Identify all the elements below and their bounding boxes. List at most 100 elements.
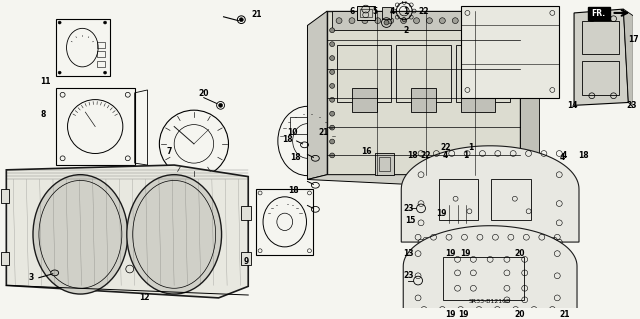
Bar bbox=[381, 7, 392, 19]
Ellipse shape bbox=[330, 56, 335, 61]
Text: 22: 22 bbox=[440, 143, 451, 152]
Ellipse shape bbox=[426, 18, 433, 24]
Text: 11: 11 bbox=[40, 77, 51, 86]
Text: 18: 18 bbox=[282, 135, 293, 144]
Text: 9: 9 bbox=[244, 257, 249, 266]
Text: 18: 18 bbox=[289, 186, 299, 195]
Bar bbox=[357, 6, 374, 20]
Ellipse shape bbox=[440, 18, 445, 24]
Text: 20: 20 bbox=[515, 249, 525, 258]
Bar bbox=[379, 157, 390, 171]
Text: 21: 21 bbox=[559, 310, 570, 319]
Ellipse shape bbox=[219, 103, 223, 107]
Text: 5: 5 bbox=[372, 6, 377, 16]
Text: 4: 4 bbox=[390, 6, 395, 16]
Text: FR.: FR. bbox=[591, 9, 606, 19]
Ellipse shape bbox=[349, 18, 355, 24]
Bar bbox=[97, 51, 105, 57]
Text: 22: 22 bbox=[419, 6, 429, 16]
Bar bbox=[445, 205, 474, 223]
Bar bbox=[327, 11, 520, 175]
Polygon shape bbox=[520, 11, 540, 175]
Ellipse shape bbox=[336, 18, 342, 24]
Ellipse shape bbox=[33, 175, 128, 294]
Bar bbox=[97, 42, 105, 48]
Ellipse shape bbox=[330, 111, 335, 116]
Text: 23: 23 bbox=[403, 271, 413, 280]
Text: 12: 12 bbox=[140, 293, 150, 302]
Text: 4: 4 bbox=[443, 151, 449, 160]
Text: 20: 20 bbox=[515, 310, 525, 319]
Ellipse shape bbox=[478, 18, 484, 24]
Bar bbox=[412, 208, 434, 226]
Text: 14: 14 bbox=[567, 101, 577, 110]
Text: 4: 4 bbox=[561, 151, 567, 160]
Ellipse shape bbox=[413, 18, 419, 24]
Text: 15: 15 bbox=[405, 216, 415, 226]
Polygon shape bbox=[6, 165, 248, 298]
Bar bbox=[1, 189, 10, 203]
Ellipse shape bbox=[330, 84, 335, 88]
Bar bbox=[439, 180, 478, 220]
Text: 18: 18 bbox=[407, 151, 417, 160]
Bar bbox=[360, 9, 372, 17]
Ellipse shape bbox=[362, 18, 368, 24]
Text: 21: 21 bbox=[318, 128, 328, 137]
Text: 19: 19 bbox=[460, 249, 470, 258]
Bar bbox=[443, 256, 524, 300]
Polygon shape bbox=[307, 11, 327, 180]
Text: 7: 7 bbox=[166, 147, 172, 156]
Text: 23: 23 bbox=[403, 204, 413, 213]
Ellipse shape bbox=[58, 71, 61, 74]
Text: 3: 3 bbox=[28, 273, 34, 282]
Ellipse shape bbox=[465, 18, 471, 24]
Ellipse shape bbox=[330, 42, 335, 47]
Text: 2: 2 bbox=[404, 26, 409, 35]
Ellipse shape bbox=[51, 270, 59, 276]
Text: 8: 8 bbox=[40, 110, 45, 120]
Text: 16: 16 bbox=[362, 147, 372, 156]
Ellipse shape bbox=[330, 125, 335, 130]
Bar bbox=[461, 6, 559, 98]
Ellipse shape bbox=[330, 153, 335, 158]
Ellipse shape bbox=[104, 21, 106, 24]
Text: 13: 13 bbox=[403, 249, 413, 258]
Text: 19: 19 bbox=[458, 310, 468, 319]
Ellipse shape bbox=[330, 28, 335, 33]
Bar bbox=[1, 252, 10, 265]
Ellipse shape bbox=[491, 18, 497, 24]
Ellipse shape bbox=[330, 97, 335, 102]
Text: 19: 19 bbox=[436, 209, 447, 218]
Polygon shape bbox=[403, 226, 577, 312]
Ellipse shape bbox=[239, 18, 243, 22]
Bar bbox=[582, 21, 620, 54]
Polygon shape bbox=[574, 9, 628, 105]
Text: 21: 21 bbox=[251, 10, 261, 19]
Polygon shape bbox=[623, 9, 634, 107]
Bar bbox=[582, 61, 620, 95]
Bar bbox=[491, 180, 531, 220]
Text: 18: 18 bbox=[579, 151, 589, 160]
Text: 1: 1 bbox=[404, 6, 409, 16]
Ellipse shape bbox=[401, 18, 406, 24]
Bar bbox=[290, 117, 325, 134]
Ellipse shape bbox=[104, 71, 106, 74]
Ellipse shape bbox=[504, 18, 510, 24]
Text: 10: 10 bbox=[287, 128, 298, 137]
Bar bbox=[97, 61, 105, 67]
Polygon shape bbox=[307, 175, 520, 189]
Bar bbox=[241, 252, 251, 265]
FancyBboxPatch shape bbox=[588, 7, 610, 20]
Bar bbox=[352, 88, 376, 112]
Bar bbox=[256, 189, 314, 255]
Text: 19: 19 bbox=[445, 310, 456, 319]
Ellipse shape bbox=[58, 21, 61, 24]
Text: SR33-B1210B: SR33-B1210B bbox=[469, 299, 511, 304]
Text: 1: 1 bbox=[463, 151, 468, 160]
Polygon shape bbox=[401, 146, 579, 242]
Bar bbox=[461, 88, 495, 112]
Text: 6: 6 bbox=[349, 6, 355, 16]
Bar bbox=[332, 11, 515, 30]
Bar bbox=[411, 88, 436, 112]
Bar bbox=[56, 88, 134, 165]
